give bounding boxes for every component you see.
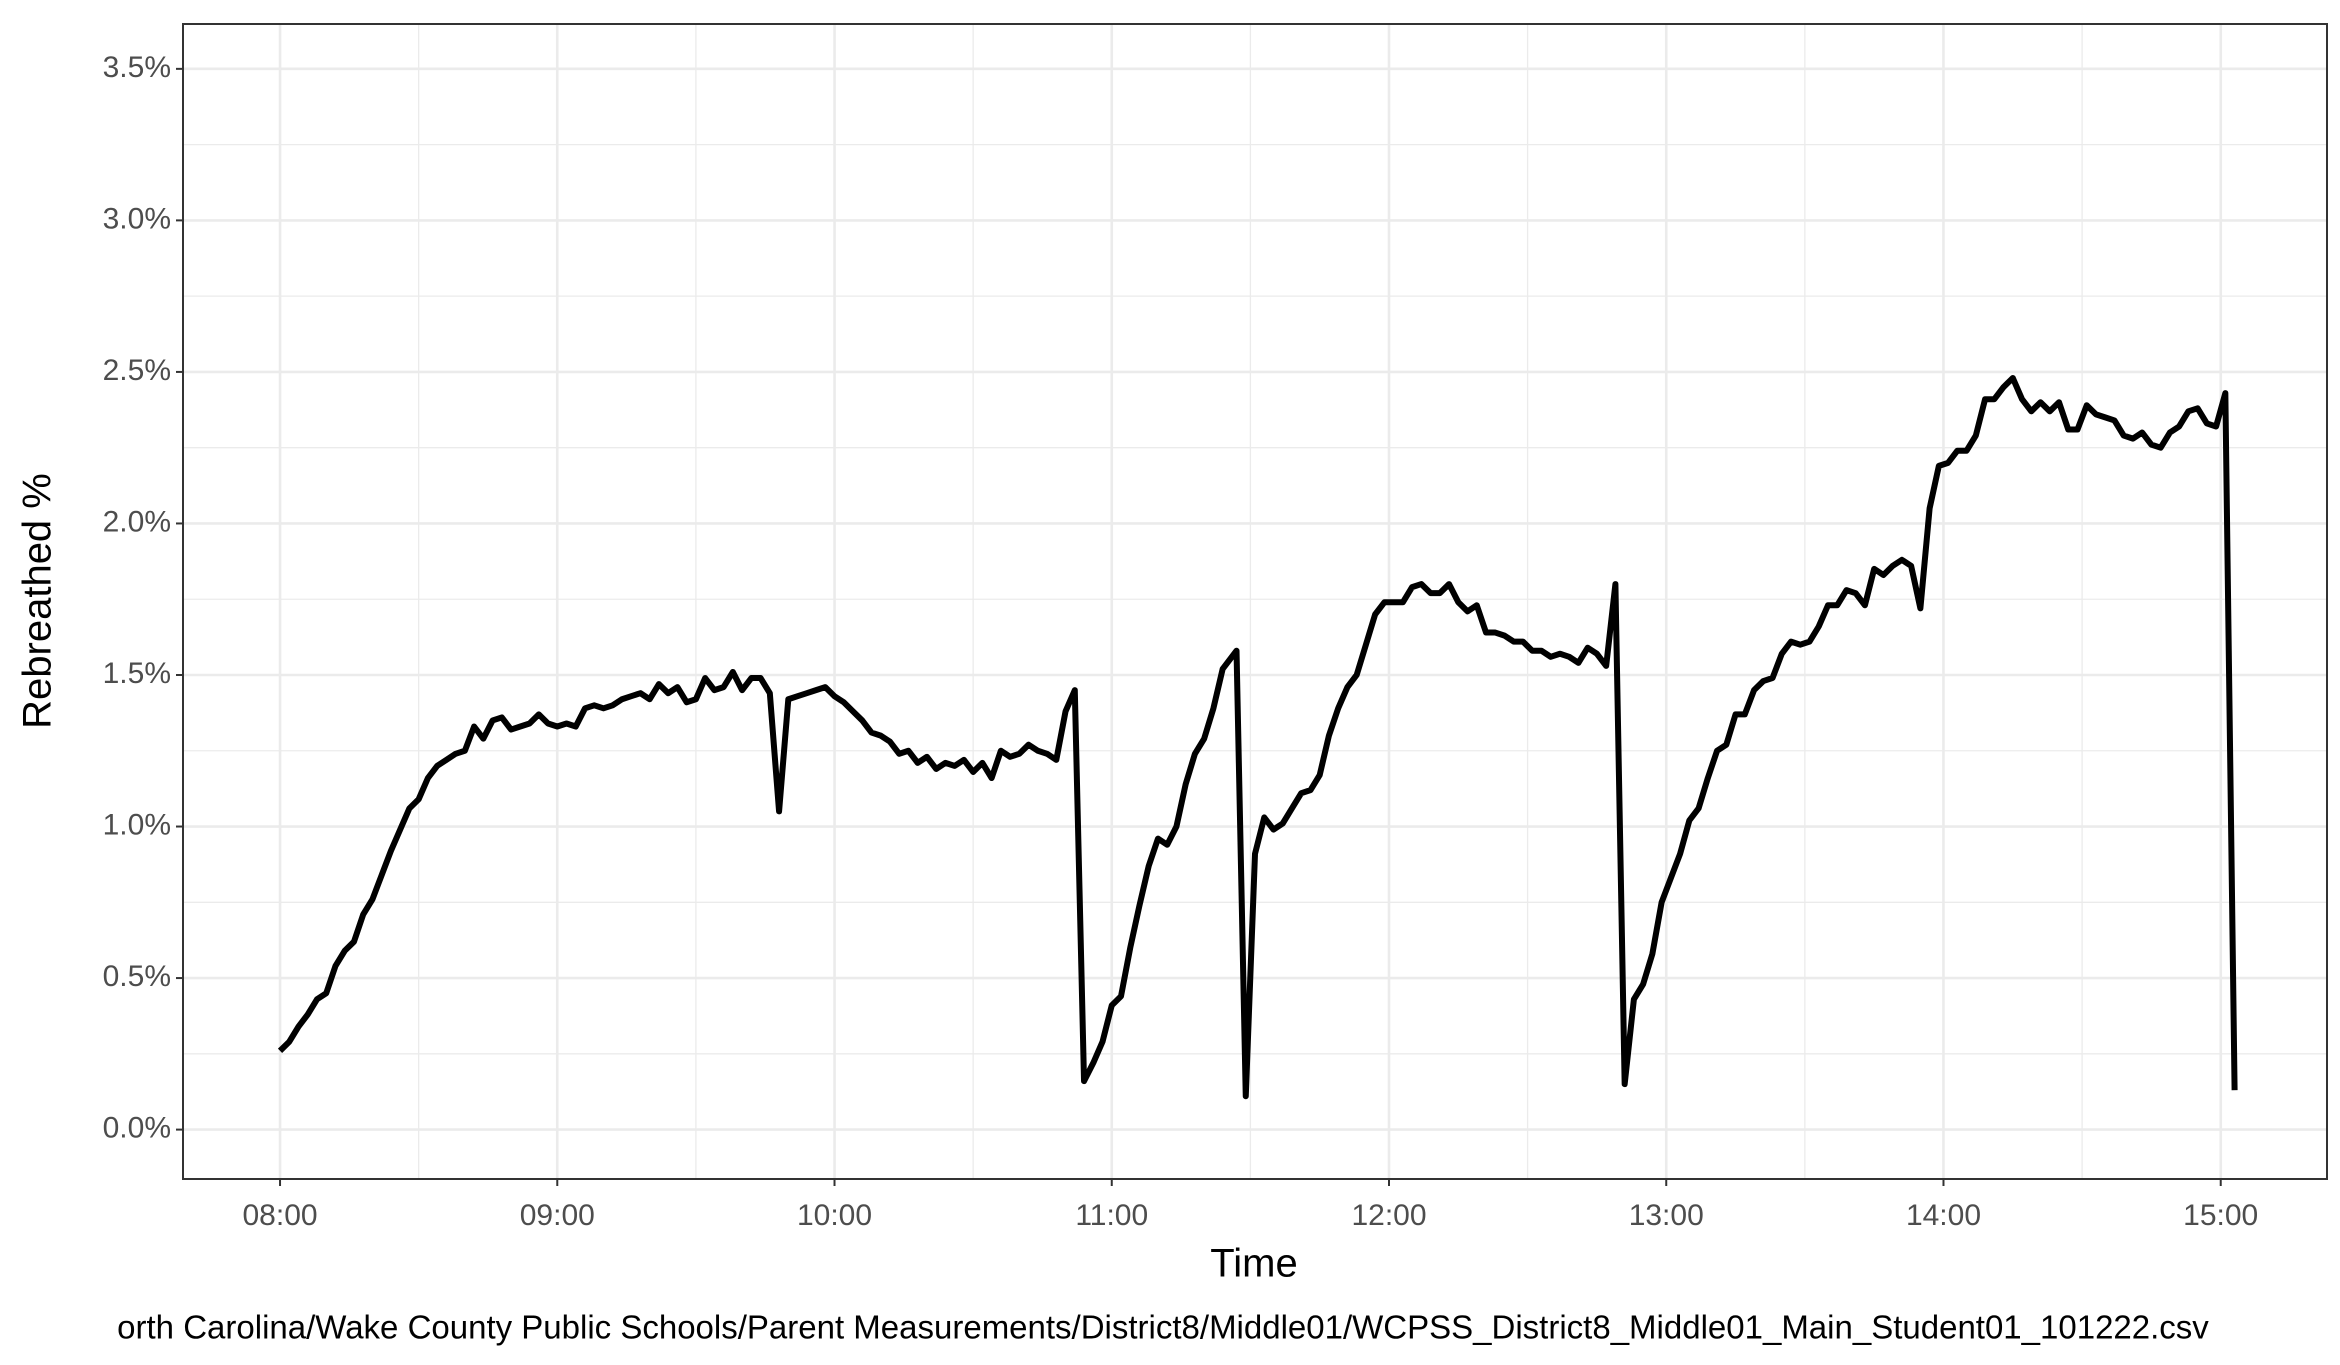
- y-tick-label: 2.0%: [103, 505, 171, 538]
- y-tick-label: 0.0%: [103, 1112, 171, 1145]
- x-tick-label: 12:00: [1351, 1199, 1426, 1232]
- x-tick-label: 14:00: [1906, 1199, 1981, 1232]
- y-tick-label: 3.5%: [103, 51, 171, 84]
- x-tick-label: 15:00: [2183, 1199, 2258, 1232]
- y-tick-label: 3.0%: [103, 202, 171, 235]
- x-tick-label: 09:00: [520, 1199, 595, 1232]
- y-tick-label: 1.5%: [103, 657, 171, 690]
- plot-border: [182, 23, 2328, 1180]
- x-axis-label: Time: [1210, 1242, 1297, 1286]
- y-tick-label: 1.0%: [103, 808, 171, 841]
- y-tick-label: 2.5%: [103, 354, 171, 387]
- y-axis-label: Rebreathed %: [16, 473, 60, 729]
- x-tick-label: 11:00: [1075, 1199, 1148, 1232]
- x-tick-label: 08:00: [242, 1199, 317, 1232]
- caption: orth Carolina/Wake County Public Schools…: [117, 1309, 2209, 1346]
- data-line: [277, 374, 2238, 1100]
- y-tick-label: 0.5%: [103, 960, 171, 993]
- x-tick-label: 13:00: [1629, 1199, 1704, 1232]
- x-tick-label: 10:00: [797, 1199, 872, 1232]
